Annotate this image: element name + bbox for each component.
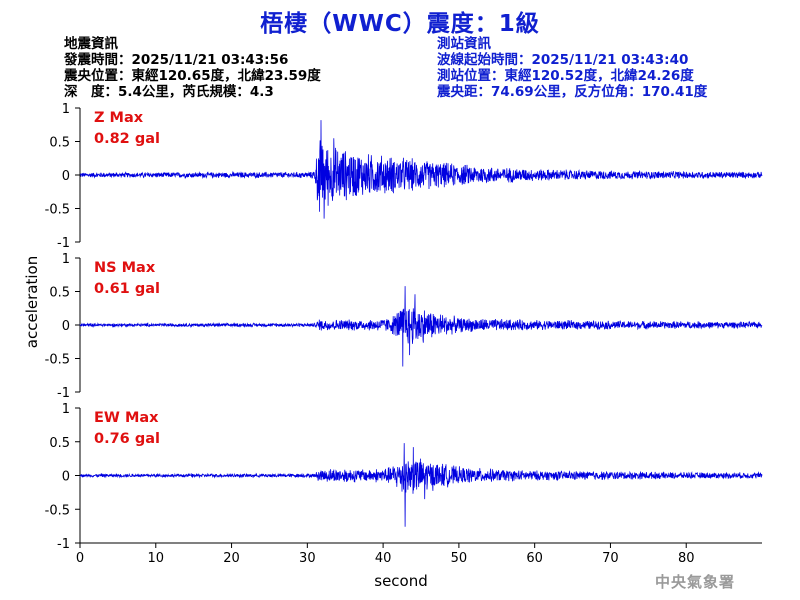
x-tick-label: 20 [223,551,240,566]
channel-name-label: Z Max [94,110,144,126]
event-info-heading: 地震資訊 [64,36,118,52]
depth-magnitude: 深 度：5.4公里，芮氏規模：4.3 [64,84,274,100]
y-tick-label: -0.5 [45,203,70,218]
y-tick-label: -1 [57,537,70,552]
x-tick-label: 80 [678,551,695,566]
x-tick-label: 70 [602,551,619,566]
y-tick-label: -0.5 [45,503,70,518]
y-tick-label: -1 [57,236,70,251]
channel-name-label: NS Max [94,260,156,276]
y-tick-label: 1 [62,252,70,267]
y-tick-label: -0.5 [45,353,70,368]
station-info-block: 測站資訊 波線起始時間：2025/11/21 03:43:40 測站位置：東經1… [437,36,707,100]
y-tick-label: -1 [57,386,70,401]
channel-max-label: 0.61 gal [94,281,160,297]
y-tick-label: 1 [62,402,70,417]
y-tick-label: 0 [62,169,70,184]
y-axis-label: acceleration [23,256,41,348]
y-tick-label: 0.5 [49,136,70,151]
x-tick-label: 10 [148,551,165,566]
y-tick-label: 0 [62,319,70,334]
epicentral-distance-azimuth: 震央距：74.69公里，反方位角：170.41度 [437,84,708,100]
channel-panel-0: 1 0.5 0 -0.5 -1 Z Max 0.82 gal [45,102,763,251]
x-tick-label: 40 [375,551,392,566]
waveform-trace [79,286,763,367]
x-axis-label: second [374,572,428,590]
x-tick-label: 0 [76,551,84,566]
channel-name-label: EW Max [94,410,159,426]
y-tick-label: 1 [62,102,70,117]
channel-max-label: 0.76 gal [94,431,160,447]
waveform-trace [79,120,763,219]
channel-panel-1: 1 0.5 0 -0.5 -1 NS Max 0.61 gal [45,252,763,401]
wave-onset-time: 波線起始時間：2025/11/21 03:43:40 [437,52,689,68]
channel-panel-2: 1 0.5 0 -0.5 -1 EW Max 0.76 gal [45,402,763,552]
y-tick-label: 0.5 [49,436,70,451]
x-tick-label: 60 [526,551,543,566]
x-tick-label: 50 [451,551,468,566]
y-tick-label: 0.5 [49,286,70,301]
y-tick-label: 0 [62,470,70,485]
chart-title: 梧棲（WWC）震度：1級 [260,11,540,37]
channel-max-label: 0.82 gal [94,131,160,147]
station-location: 測站位置：東經120.52度，北緯24.26度 [437,68,694,84]
waveform-trace [79,443,763,527]
cwa-watermark: 中央氣象署 [655,573,736,591]
epicenter-location: 震央位置：東經120.65度，北緯23.59度 [64,68,321,84]
station-info-heading: 測站資訊 [437,36,491,52]
event-info-block: 地震資訊 發震時間：2025/11/21 03:43:56 震央位置：東經120… [64,36,321,100]
origin-time: 發震時間：2025/11/21 03:43:56 [64,52,289,68]
x-tick-label: 30 [299,551,316,566]
